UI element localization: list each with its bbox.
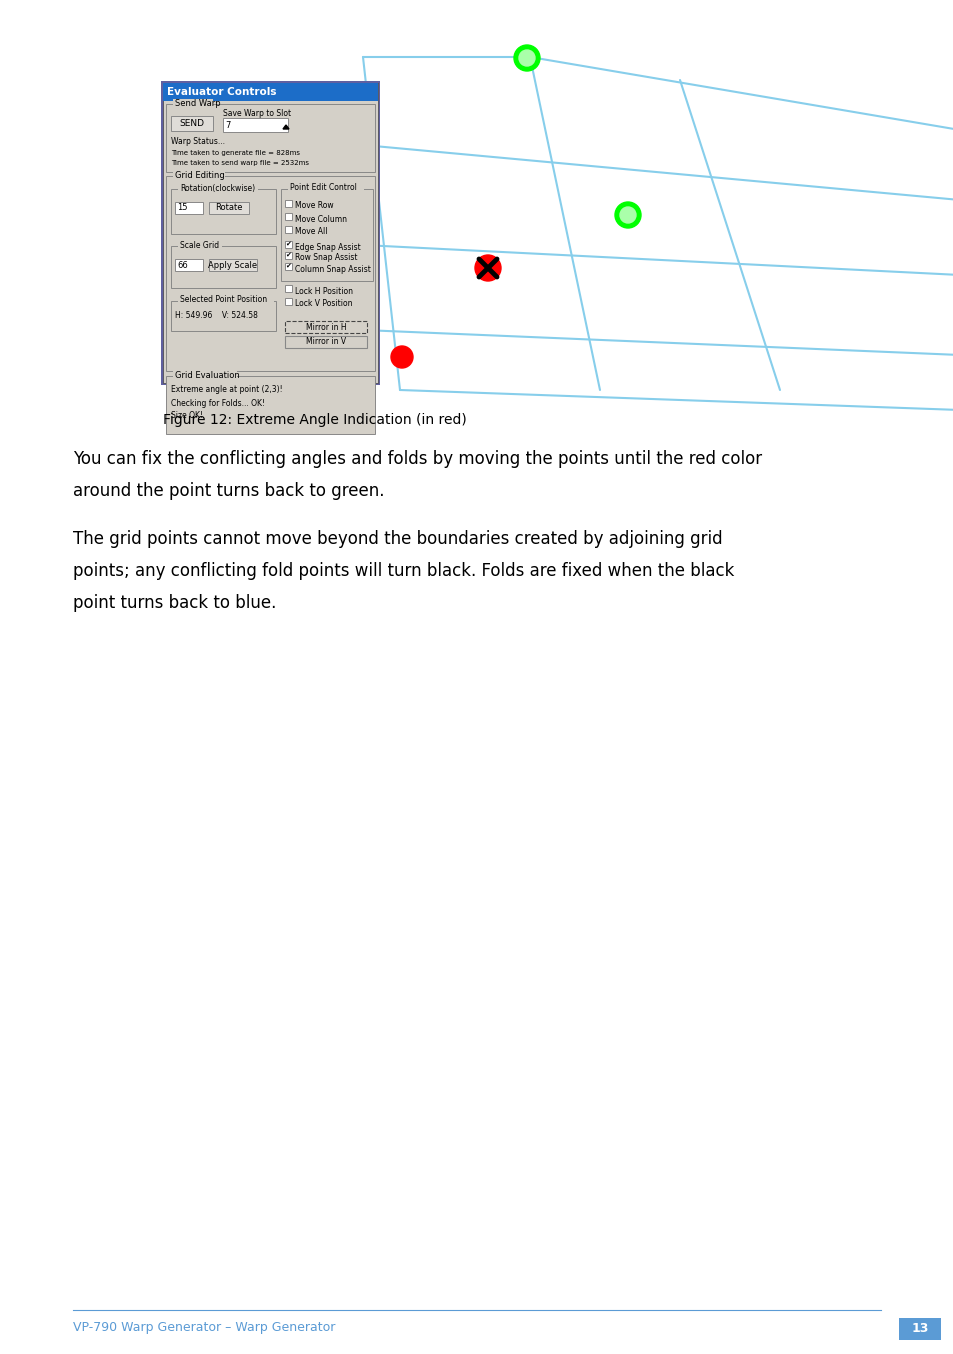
Text: Extreme angle at point (2,3)!: Extreme angle at point (2,3)! [171, 386, 282, 394]
Text: Move Row: Move Row [294, 202, 334, 210]
Bar [209, 202, 249, 214]
Bar [171, 246, 275, 288]
Text: 15: 15 [177, 203, 188, 213]
Bar [285, 263, 292, 269]
Text: Warp Status...: Warp Status... [171, 138, 225, 146]
Bar [166, 176, 375, 371]
Text: 7: 7 [225, 121, 230, 130]
Circle shape [619, 207, 636, 223]
Bar [285, 321, 367, 333]
Bar [363, 50, 953, 410]
Bar [174, 202, 203, 214]
Bar [171, 116, 213, 131]
Bar [281, 190, 373, 282]
Text: SEND: SEND [179, 119, 204, 129]
Text: H: 549.96    V: 524.58: H: 549.96 V: 524.58 [174, 311, 257, 321]
Bar [172, 371, 236, 380]
Polygon shape [283, 125, 289, 129]
Text: Edge Snap Assist: Edge Snap Assist [294, 242, 360, 252]
Bar [172, 171, 225, 180]
Text: points; any conflicting fold points will turn black. Folds are fixed when the bl: points; any conflicting fold points will… [73, 562, 734, 580]
Text: Lock V Position: Lock V Position [294, 299, 352, 309]
Bar [285, 200, 292, 207]
Text: Mirror in V: Mirror in V [306, 337, 346, 347]
Bar [163, 83, 377, 383]
Bar [285, 252, 292, 259]
Bar [288, 184, 364, 194]
Text: ✔: ✔ [285, 241, 291, 246]
Bar [898, 1317, 940, 1340]
Text: Evaluator Controls: Evaluator Controls [167, 87, 276, 97]
Bar [285, 241, 292, 248]
Bar [223, 118, 288, 131]
Bar [166, 376, 375, 435]
Text: Grid Editing: Grid Editing [174, 171, 225, 180]
Bar [209, 259, 256, 271]
Text: Rotate: Rotate [215, 203, 242, 213]
Text: 66: 66 [177, 260, 188, 269]
Text: point turns back to blue.: point turns back to blue. [73, 594, 276, 612]
Bar [163, 83, 377, 102]
Text: Send Warp: Send Warp [174, 99, 220, 107]
Circle shape [514, 45, 539, 70]
Text: VP-790 Warp Generator – Warp Generator: VP-790 Warp Generator – Warp Generator [73, 1322, 335, 1335]
Text: Checking for Folds... OK!: Checking for Folds... OK! [171, 398, 265, 408]
Text: Rotation(clockwise): Rotation(clockwise) [180, 184, 254, 192]
Bar [285, 213, 292, 219]
Text: Time taken to send warp file = 2532ms: Time taken to send warp file = 2532ms [171, 160, 309, 167]
Text: Apply Scale: Apply Scale [208, 260, 257, 269]
Circle shape [475, 255, 500, 282]
Text: Lock H Position: Lock H Position [294, 287, 353, 295]
Bar [285, 284, 292, 292]
Bar [285, 336, 367, 348]
Text: Grid Evaluation: Grid Evaluation [174, 371, 239, 379]
Bar [285, 298, 292, 305]
Bar [171, 301, 275, 330]
Text: ✔: ✔ [285, 263, 291, 269]
Text: Move All: Move All [294, 227, 327, 237]
Circle shape [615, 202, 640, 227]
Text: Mirror in H: Mirror in H [305, 322, 346, 332]
Circle shape [355, 139, 371, 154]
Bar [172, 99, 213, 108]
Text: You can fix the conflicting angles and folds by moving the points until the red : You can fix the conflicting angles and f… [73, 450, 761, 468]
Text: Point Edit Control: Point Edit Control [290, 184, 356, 192]
Circle shape [518, 50, 535, 66]
Bar [171, 190, 275, 234]
Bar [178, 297, 274, 305]
Bar [174, 259, 203, 271]
Text: Row Snap Assist: Row Snap Assist [294, 253, 357, 263]
Bar [178, 184, 257, 194]
Text: around the point turns back to green.: around the point turns back to green. [73, 482, 384, 500]
Text: Time taken to generate file = 828ms: Time taken to generate file = 828ms [171, 150, 299, 156]
Text: Save Warp to Slot: Save Warp to Slot [223, 110, 291, 119]
Text: Move Column: Move Column [294, 214, 347, 223]
Bar [285, 226, 292, 233]
Text: Size OK!: Size OK! [171, 412, 203, 421]
Bar [178, 241, 222, 250]
Bar [166, 104, 375, 172]
Text: Column Snap Assist: Column Snap Assist [294, 264, 371, 274]
Text: Figure 12: Extreme Angle Indication (in red): Figure 12: Extreme Angle Indication (in … [163, 413, 466, 427]
Text: Selected Point Position: Selected Point Position [180, 295, 267, 305]
Text: Scale Grid: Scale Grid [180, 241, 219, 249]
Circle shape [391, 347, 413, 368]
Text: ✔: ✔ [285, 252, 291, 259]
Text: 13: 13 [910, 1323, 927, 1335]
Circle shape [350, 134, 375, 160]
Text: The grid points cannot move beyond the boundaries created by adjoining grid: The grid points cannot move beyond the b… [73, 529, 721, 548]
Bar [161, 81, 379, 385]
